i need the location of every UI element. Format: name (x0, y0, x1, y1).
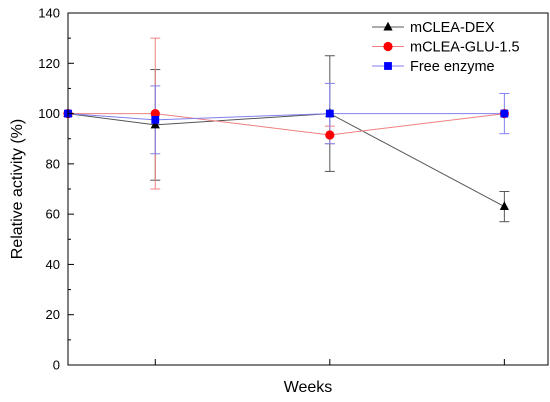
y-axis-title: Relative activity (%) (9, 119, 26, 259)
data-point-mclea-dex (499, 201, 509, 211)
series-line-mclea-glu-1-5 (68, 113, 505, 136)
legend-label-free-enzyme: Free enzyme (410, 59, 495, 75)
legend-label-mclea-glu-1-5: mCLEA-GLU-1.5 (410, 40, 520, 56)
y-tick-label: 0 (53, 358, 60, 373)
y-tick-label: 60 (46, 207, 60, 222)
legend-marker-free-enzyme (384, 62, 392, 70)
series-markers (63, 108, 509, 211)
series-line-free-enzyme (67, 113, 505, 121)
series-line-mclea-dex (67, 113, 505, 208)
y-tick-label: 20 (46, 307, 60, 322)
legend: mCLEA-DEX mCLEA-GLU-1.5 Free enzyme (372, 20, 520, 75)
y-tick-label: 140 (38, 6, 60, 21)
data-point-free-enzyme (500, 109, 509, 118)
legend-label-mclea-dex: mCLEA-DEX (410, 20, 495, 36)
legend-marker-mclea-dex (383, 21, 393, 31)
x-axis-title: Weeks (284, 379, 333, 396)
axes: 0 20 40 60 80 100 120 140 (38, 6, 505, 373)
data-point-free-enzyme (325, 109, 334, 118)
series-lines (67, 113, 505, 208)
y-tick-label: 80 (46, 156, 60, 171)
data-point-mclea-dex (150, 119, 160, 129)
data-point-mclea-glu-1-5 (150, 108, 160, 119)
data-point-free-enzyme (151, 115, 160, 124)
legend-marker-mclea-glu-1-5 (383, 41, 393, 52)
data-point-mclea-glu-1-5 (325, 130, 335, 140)
y-tick-label: 40 (46, 257, 60, 272)
y-tick-label: 100 (38, 106, 60, 121)
y-tick-label: 120 (38, 56, 60, 71)
